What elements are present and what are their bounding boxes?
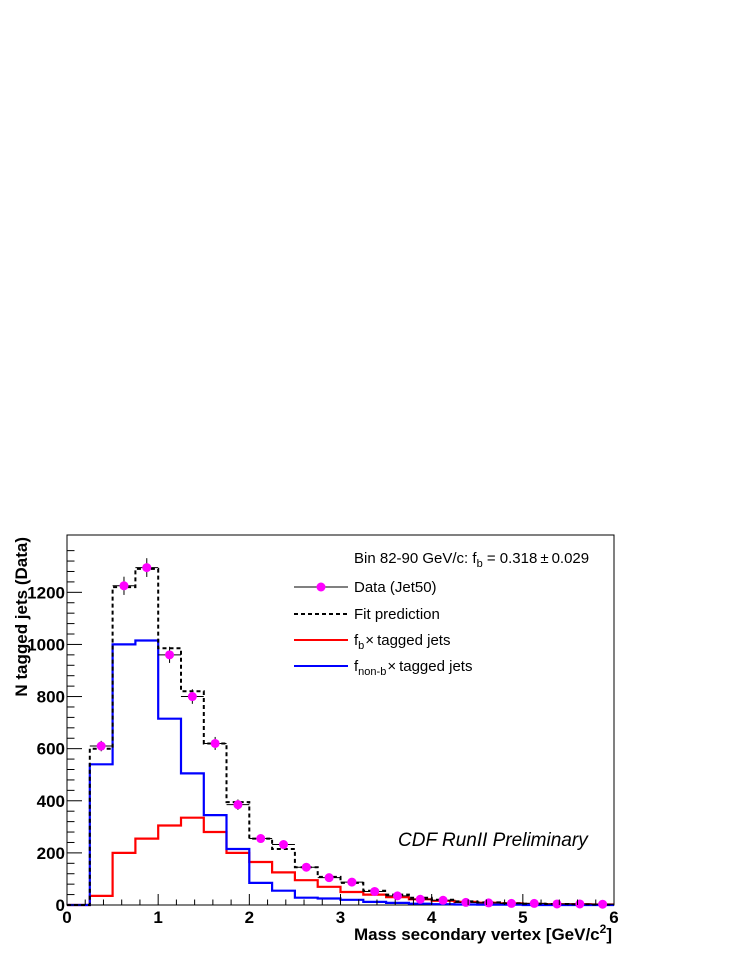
data-point: [598, 899, 608, 909]
legend-label-fnonb: fnon-b× tagged jets: [354, 658, 472, 678]
data-point: [256, 834, 266, 844]
legend-item-data: Data (Jet50): [294, 579, 437, 596]
data-point: [210, 738, 220, 748]
x-axis-title: Mass secondary vertex [GeV/c2]: [354, 922, 612, 944]
legend-header: Bin 82-90 GeV/c: fb = 0.318 ±0.029: [354, 550, 589, 570]
y-tick-label: 1000: [27, 635, 65, 654]
x-tick-label: 4: [427, 908, 437, 927]
data-point: [119, 581, 129, 591]
y-axis-title: N tagged jets (Data): [12, 537, 31, 697]
y-tick-label: 400: [37, 792, 65, 811]
x-tick-label: 5: [518, 908, 527, 927]
data-point: [461, 897, 471, 907]
data-point: [324, 873, 334, 883]
legend: Data (Jet50) Fit prediction fb× tagged je…: [294, 579, 472, 678]
data-point: [187, 692, 197, 702]
y-tick-label: 0: [56, 896, 65, 915]
axes-layer: 0 1 2 3 4 5 6 0 200 400 600 800 1000 1200: [27, 550, 619, 927]
histogram-layer: [67, 567, 614, 907]
y-tick-label: 200: [37, 844, 65, 863]
data-point: [529, 898, 539, 908]
data-points-layer: [89, 558, 614, 909]
data-point: [233, 800, 243, 810]
data-point: [552, 899, 562, 909]
y-tick-label: 800: [37, 688, 65, 707]
data-point: [438, 895, 448, 905]
fnonb-tagged-jets-histogram: [67, 639, 614, 907]
y-tick-label: 1200: [27, 583, 65, 602]
legend-marker-data: [316, 582, 326, 592]
data-point: [484, 898, 494, 908]
data-point: [165, 650, 175, 660]
fit-prediction-histogram: [67, 567, 614, 906]
legend-label-fb: fb× tagged jets: [354, 632, 450, 652]
x-tick-label: 6: [609, 908, 618, 927]
x-tick-label: 2: [245, 908, 254, 927]
x-tick-label: 1: [153, 908, 162, 927]
cdf-annotation: CDF RunII Preliminary: [398, 830, 589, 851]
data-point: [506, 898, 516, 908]
data-point: [142, 563, 152, 573]
data-point: [347, 877, 357, 887]
data-point: [575, 899, 585, 909]
y-tick-label: 600: [37, 740, 65, 759]
data-point: [96, 741, 106, 751]
data-point: [370, 886, 380, 896]
data-point: [279, 840, 289, 850]
x-tick-label: 0: [62, 908, 71, 927]
legend-item-fit: Fit prediction: [294, 606, 440, 623]
legend-label-data: Data (Jet50): [354, 579, 437, 596]
legend-label-fit: Fit prediction: [354, 606, 440, 623]
data-point: [301, 862, 311, 872]
legend-item-fnonb: fnon-b× tagged jets: [294, 658, 472, 678]
x-tick-label: 3: [336, 908, 345, 927]
data-point: [415, 894, 425, 904]
data-point: [392, 891, 402, 901]
legend-item-fb: fb× tagged jets: [294, 632, 450, 652]
